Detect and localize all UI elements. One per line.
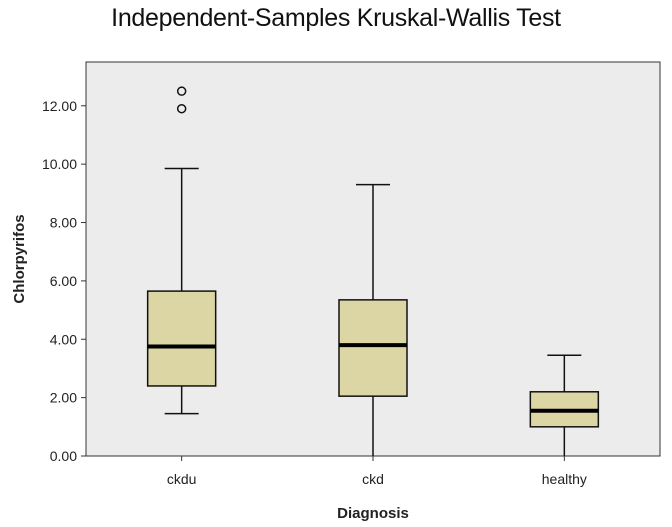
y-tick-label: 12.00 [42,98,77,114]
x-tick-label-ckdu: ckdu [167,471,197,487]
x-axis: ckdu ckd healthy [167,456,587,487]
y-tick-label: 10.00 [42,156,77,172]
box-ckd [338,183,408,456]
y-tick-label: 4.00 [50,331,77,347]
box-ckdu [146,86,217,415]
x-tick-label-healthy: healthy [542,471,587,487]
x-tick-label-ckd: ckd [362,471,384,487]
boxes [146,86,600,456]
box-healthy [529,354,600,456]
y-tick-label: 6.00 [50,273,77,289]
y-tick-label: 2.00 [50,390,77,406]
y-tick-label: 0.00 [50,448,77,464]
iqr-box [146,290,217,387]
y-tick-label: 8.00 [50,215,77,231]
x-axis-title: Diagnosis [337,505,409,522]
y-axis: 0.00 2.00 4.00 6.00 8.00 10.00 12.00 [42,98,86,464]
outlier-point [176,86,187,96]
iqr-box [338,299,408,397]
chart-title: Independent-Samples Kruskal-Wallis Test [111,4,561,32]
y-axis-title: Chlorpyrifos [11,214,28,303]
outlier-point [176,103,187,114]
